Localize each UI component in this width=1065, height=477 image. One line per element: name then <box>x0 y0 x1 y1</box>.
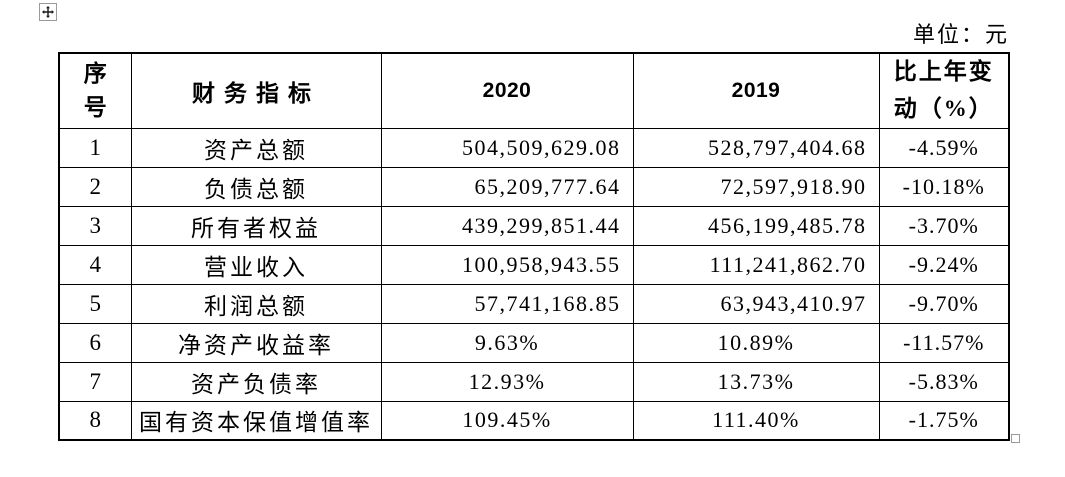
unit-label: 单位：元 <box>912 22 1009 47</box>
cell-2020: 12.93% <box>380 361 634 402</box>
table-resize-handle[interactable] <box>1011 434 1020 443</box>
financial-table: 序号 财务指标 2020 2019 比上年变动（%） 1 资产总额 504,50… <box>58 52 1010 442</box>
cell-2019: 111.40% <box>632 400 880 441</box>
cell-change: -5.83% <box>878 361 1010 402</box>
cell-2020: 109.45% <box>380 400 634 441</box>
table-move-handle[interactable] <box>39 3 57 21</box>
header-no: 序号 <box>58 52 132 129</box>
cell-indicator: 所有者权益 <box>130 205 382 246</box>
table-row: 1 资产总额 504,509,629.08 528,797,404.68 -4.… <box>58 127 1010 168</box>
cell-change: -4.59% <box>878 127 1010 168</box>
cell-change: -3.70% <box>878 205 1010 246</box>
table-row: 7 资产负债率 12.93% 13.73% -5.83% <box>58 361 1010 402</box>
table-row: 5 利润总额 57,741,168.85 63,943,410.97 -9.70… <box>58 283 1010 324</box>
cell-2020: 9.63% <box>380 322 634 363</box>
header-2019-label: 2019 <box>731 78 781 102</box>
cell-indicator: 资产总额 <box>130 127 382 168</box>
cell-2019: 63,943,410.97 <box>632 283 880 324</box>
cell-no: 8 <box>58 400 132 441</box>
cell-no: 3 <box>58 205 132 246</box>
cell-change: -10.18% <box>878 166 1010 207</box>
cell-no: 2 <box>58 166 132 207</box>
cell-indicator: 利润总额 <box>130 283 382 324</box>
cell-indicator: 营业收入 <box>130 244 382 285</box>
table-header-row: 序号 财务指标 2020 2019 比上年变动（%） <box>58 52 1010 129</box>
cell-indicator: 负债总额 <box>130 166 382 207</box>
cell-2019: 10.89% <box>632 322 880 363</box>
cell-indicator: 国有资本保值增值率 <box>130 400 382 441</box>
cell-2020: 504,509,629.08 <box>380 127 634 168</box>
move-arrows-icon <box>42 6 54 18</box>
header-change-label: 比上年变动（%） <box>893 59 994 121</box>
table-row: 2 负债总额 65,209,777.64 72,597,918.90 -10.1… <box>58 166 1010 207</box>
cell-change: -9.70% <box>878 283 1010 324</box>
table-row: 3 所有者权益 439,299,851.44 456,199,485.78 -3… <box>58 205 1010 246</box>
cell-change: -11.57% <box>878 322 1010 363</box>
header-2019: 2019 <box>632 52 880 129</box>
header-2020-label: 2020 <box>482 78 532 102</box>
cell-change: -9.24% <box>878 244 1010 285</box>
cell-no: 5 <box>58 283 132 324</box>
cell-2019: 528,797,404.68 <box>632 127 880 168</box>
cell-indicator: 资产负债率 <box>130 361 382 402</box>
header-change: 比上年变动（%） <box>878 52 1010 129</box>
table-row: 4 营业收入 100,958,943.55 111,241,862.70 -9.… <box>58 244 1010 285</box>
cell-2020: 57,741,168.85 <box>380 283 634 324</box>
cell-change: -1.75% <box>878 400 1010 441</box>
cell-2019: 456,199,485.78 <box>632 205 880 246</box>
cell-no: 4 <box>58 244 132 285</box>
cell-indicator: 净资产收益率 <box>130 322 382 363</box>
table-row: 8 国有资本保值增值率 109.45% 111.40% -1.75% <box>58 400 1010 441</box>
cell-no: 7 <box>58 361 132 402</box>
table-row: 6 净资产收益率 9.63% 10.89% -11.57% <box>58 322 1010 363</box>
header-no-label: 序号 <box>83 61 107 120</box>
cell-2020: 439,299,851.44 <box>380 205 634 246</box>
header-2020: 2020 <box>380 52 634 129</box>
cell-2019: 72,597,918.90 <box>632 166 880 207</box>
cell-no: 1 <box>58 127 132 168</box>
cell-no: 6 <box>58 322 132 363</box>
header-indicator: 财务指标 <box>130 52 382 129</box>
cell-2020: 100,958,943.55 <box>380 244 634 285</box>
cell-2020: 65,209,777.64 <box>380 166 634 207</box>
cell-2019: 13.73% <box>632 361 880 402</box>
cell-2019: 111,241,862.70 <box>632 244 880 285</box>
header-indicator-label: 财务指标 <box>192 80 320 106</box>
